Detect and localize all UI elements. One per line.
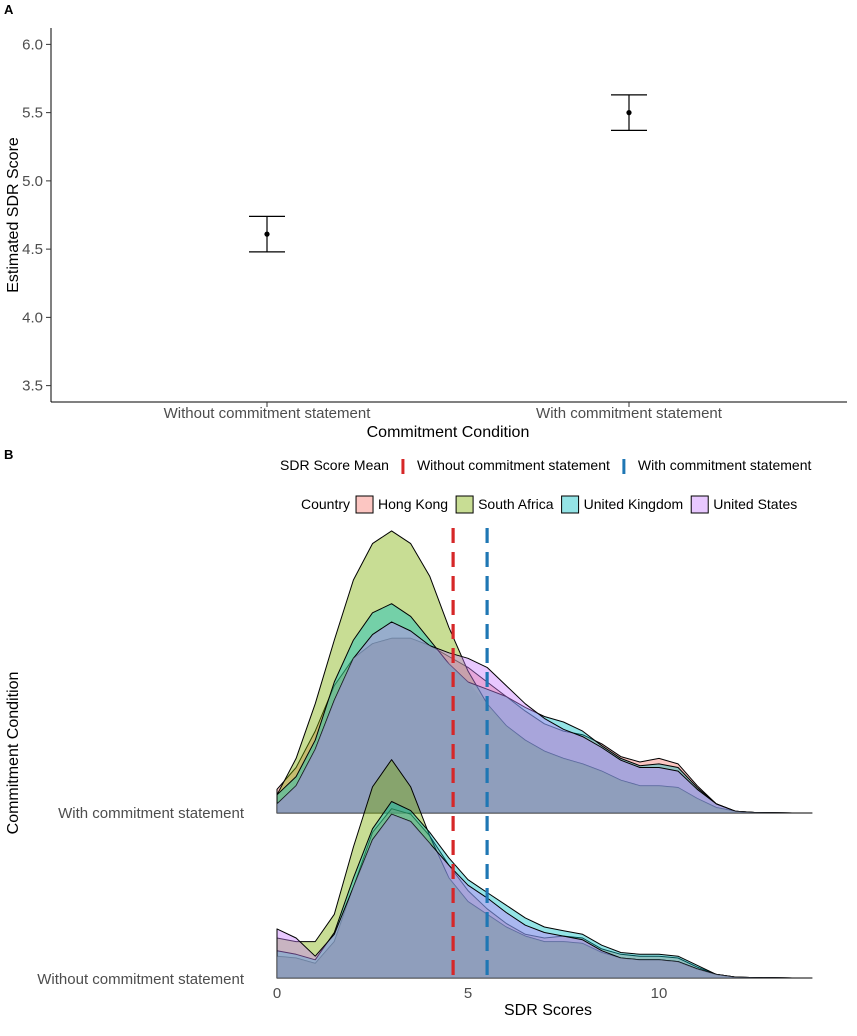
panel-b: SDR Score Mean Without commitment stateme… <box>5 457 813 1019</box>
panel-b-x-tick-label: 10 <box>651 985 668 1002</box>
panel-b-ridges <box>276 530 813 979</box>
legend-country-label: South Africa <box>478 496 554 512</box>
legend-country-key <box>455 495 474 514</box>
panel-a-x-axis-title: Commitment Condition <box>367 424 530 441</box>
panel-b-y-tick-label: Without commitment statement <box>37 971 245 988</box>
legend-country-label: United States <box>713 496 797 512</box>
legend-country-key <box>561 495 580 514</box>
panel-a-y-ticks: 3.5 4.0 4.5 5.0 5.5 6.0 <box>22 36 51 395</box>
panel-a-point <box>626 110 632 116</box>
legend-mean-label: Without commitment statement <box>417 457 610 473</box>
panel-a: 3.5 4.0 4.5 5.0 5.5 6.0 Without commitment st… <box>5 28 847 441</box>
panel-a-marks <box>249 94 647 253</box>
panel-a-y-axis-title: Estimated SDR Score <box>5 137 22 293</box>
panel-b-x-axis-title: SDR Scores <box>504 1002 592 1019</box>
panel-a-y-tick-label: 5.0 <box>22 173 43 190</box>
panel-b-x-tick-label: 0 <box>273 985 281 1002</box>
panel-b-mean-lines <box>451 528 489 982</box>
panel-b-label: B <box>4 447 13 462</box>
panel-a-x-tick-label: With commitment statement <box>536 405 723 422</box>
panel-a-y-tick-label: 5.5 <box>22 105 43 122</box>
panel-b-y-axis-title: Commitment Condition <box>5 672 22 835</box>
legend-country-label: United Kingdom <box>584 496 684 512</box>
density-overlap-without <box>277 814 812 978</box>
panel-a-x-ticks: Without commitment statement With commitm… <box>164 402 723 422</box>
panel-a-point <box>264 231 270 237</box>
panel-b-y-tick-label: With commitment statement <box>58 805 245 822</box>
density-overlap-with <box>277 638 812 813</box>
panel-b-x-tick-label: 5 <box>464 985 472 1002</box>
panel-a-y-tick-label: 4.0 <box>22 309 43 326</box>
legend-mean-label: With commitment statement <box>638 457 812 473</box>
panel-a-label: A <box>4 2 14 17</box>
legend-mean-title: SDR Score Mean <box>280 457 389 473</box>
panel-b-legend: SDR Score Mean Without commitment stateme… <box>280 457 812 514</box>
legend-country-title: Country <box>301 496 350 512</box>
panel-a-y-tick-label: 3.5 <box>22 378 43 395</box>
panel-b-ticks: 0 5 10 With commitment statement Without com… <box>37 805 667 1002</box>
legend-country-key <box>690 495 709 514</box>
panel-a-y-tick-label: 6.0 <box>22 36 43 53</box>
legend-country-label: Hong Kong <box>378 496 448 512</box>
legend-country-key <box>355 495 374 514</box>
panel-a-y-tick-label: 4.5 <box>22 241 43 258</box>
panel-a-x-tick-label: Without commitment statement <box>164 405 372 422</box>
